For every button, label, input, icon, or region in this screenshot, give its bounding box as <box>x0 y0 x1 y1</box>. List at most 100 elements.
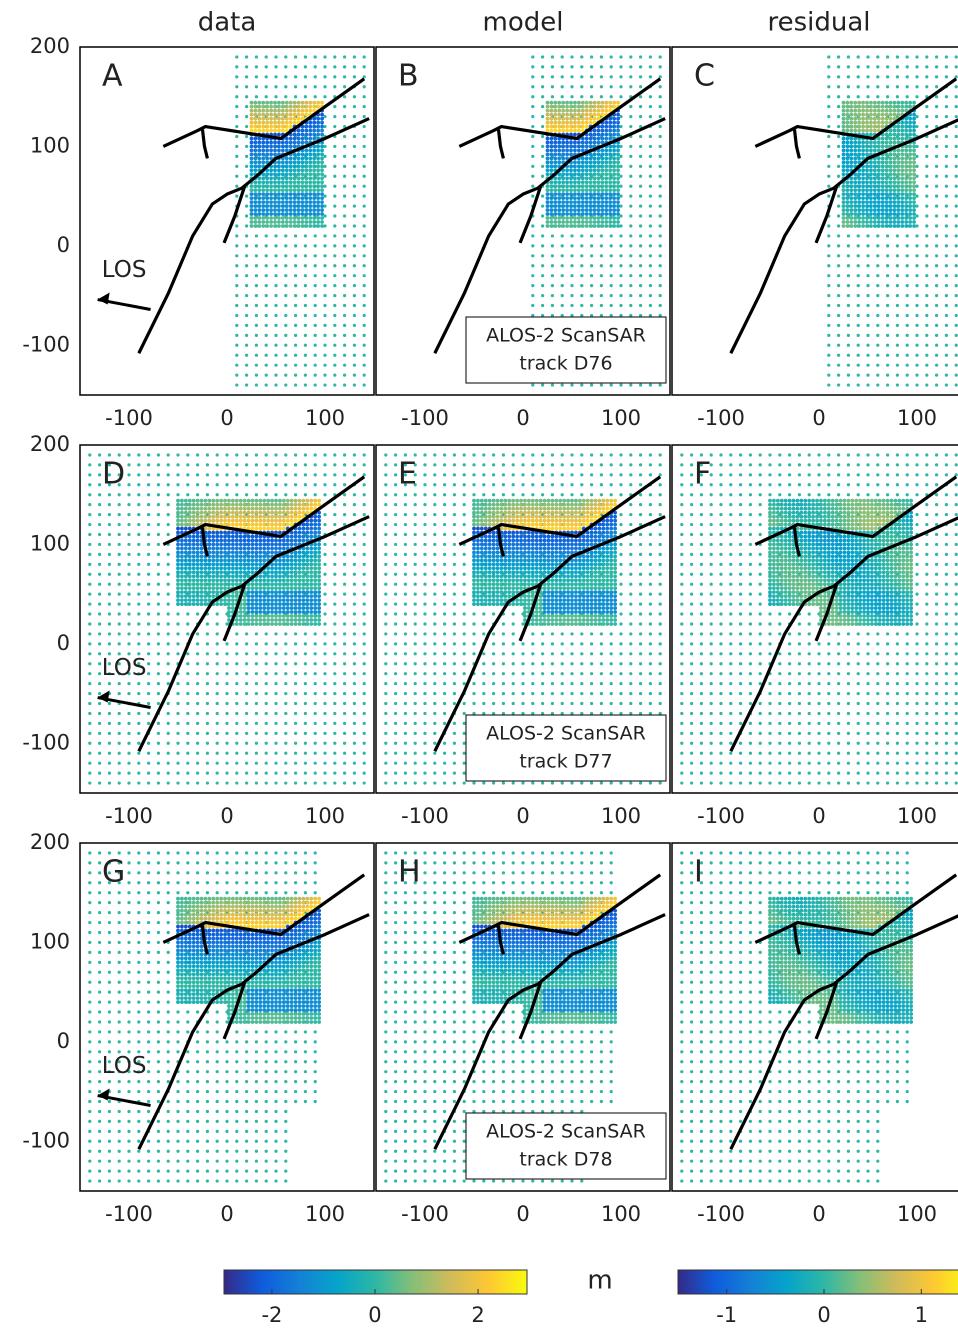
insar-point <box>362 513 366 517</box>
insar-point <box>876 85 880 89</box>
insar-point <box>596 204 601 208</box>
insar-point <box>296 116 301 121</box>
insar-point <box>837 234 841 238</box>
insar-point <box>912 216 916 220</box>
insar-point <box>612 220 617 224</box>
insar-point <box>195 502 200 507</box>
insar-point <box>580 136 585 141</box>
insar-point <box>98 662 102 666</box>
insar-point <box>262 506 267 511</box>
insar-point <box>254 652 258 656</box>
insar-point <box>304 216 309 220</box>
insar-point <box>219 570 224 575</box>
insar-point <box>895 323 900 327</box>
insar-point <box>352 115 356 119</box>
insar-point <box>227 570 231 575</box>
insar-point <box>308 220 313 224</box>
insar-point <box>576 172 581 177</box>
insar-point <box>303 383 307 387</box>
insar-point <box>316 200 321 205</box>
insar-point <box>303 672 307 676</box>
insar-point <box>238 542 243 547</box>
insar-point <box>604 120 609 125</box>
insar-point <box>250 558 255 563</box>
insar-point <box>900 104 905 109</box>
insar-point <box>296 172 301 177</box>
insar-point <box>362 552 366 556</box>
insar-point <box>258 526 263 531</box>
insar-point <box>925 194 929 198</box>
insar-point <box>580 176 585 181</box>
insar-point <box>541 124 545 129</box>
insar-point <box>205 622 209 626</box>
insar-point <box>273 204 277 208</box>
insar-point <box>254 751 258 755</box>
insar-point <box>557 144 562 149</box>
insar-point <box>912 160 916 165</box>
insar-point <box>254 353 258 357</box>
insar-point <box>261 220 266 224</box>
insar-point <box>166 632 170 636</box>
insar-point <box>333 144 337 149</box>
insar-point <box>269 196 273 201</box>
insar-point <box>880 184 885 189</box>
insar-point <box>280 200 285 205</box>
insar-point <box>205 682 209 686</box>
insar-point <box>849 216 854 220</box>
insar-point <box>827 323 831 327</box>
insar-point <box>245 463 249 467</box>
insar-point <box>265 100 270 105</box>
insar-point <box>588 192 593 197</box>
insar-point <box>352 164 356 168</box>
insar-point <box>865 216 869 220</box>
insar-point <box>880 192 885 197</box>
insar-point <box>904 220 909 224</box>
insar-point <box>316 120 321 125</box>
insar-point <box>264 691 268 696</box>
insar-point <box>872 180 877 185</box>
insar-point <box>296 196 301 201</box>
insar-point <box>880 188 885 193</box>
insar-point <box>612 216 617 220</box>
insar-point <box>242 614 247 618</box>
insar-point <box>186 682 190 686</box>
insar-point <box>277 120 281 125</box>
insar-point <box>609 284 613 288</box>
insar-point <box>915 353 919 357</box>
insar-point <box>250 610 255 614</box>
insar-point <box>308 196 313 201</box>
insar-point <box>280 116 285 121</box>
insar-point <box>531 383 535 387</box>
insar-point <box>343 513 347 517</box>
insar-point <box>648 144 653 149</box>
insar-point <box>313 75 317 79</box>
insar-point <box>865 196 869 201</box>
insar-point <box>246 522 251 527</box>
insar-point <box>352 672 356 676</box>
insar-point <box>884 140 889 145</box>
insar-point <box>250 538 255 543</box>
insar-point <box>837 373 841 377</box>
insar-point <box>265 160 270 165</box>
insar-point <box>254 75 258 79</box>
insar-point <box>884 120 889 125</box>
insar-point <box>362 154 366 158</box>
insar-point <box>892 216 897 220</box>
insar-point <box>596 196 601 201</box>
insar-point <box>935 244 939 248</box>
insar-point <box>596 180 601 185</box>
insar-point <box>837 124 841 129</box>
insar-point <box>215 578 220 583</box>
insar-point <box>127 741 131 745</box>
insar-point <box>584 184 589 189</box>
insar-point <box>215 558 220 563</box>
insar-point <box>576 100 581 105</box>
insar-point <box>156 503 160 507</box>
insar-point <box>333 592 337 596</box>
insar-point <box>294 95 298 99</box>
insar-point <box>257 204 262 208</box>
insar-point <box>608 168 613 173</box>
insar-point <box>541 174 545 178</box>
insar-point <box>865 208 869 212</box>
insar-point <box>88 503 92 507</box>
